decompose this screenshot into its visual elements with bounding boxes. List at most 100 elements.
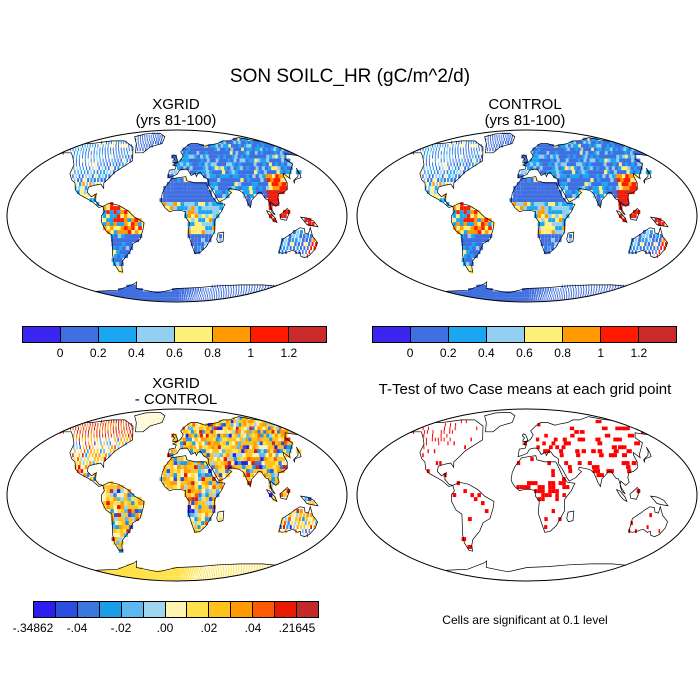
grid-cell: [96, 158, 98, 163]
grid-cell: [109, 497, 114, 502]
grid-cell: [589, 174, 594, 179]
grid-cell: [280, 521, 283, 526]
grid-cell: [69, 291, 78, 295]
grid-cell: [107, 445, 110, 450]
grid-cell: [93, 178, 96, 183]
grid-cell: [216, 453, 221, 458]
grid-cell: [102, 147, 104, 152]
grid-cell: [77, 457, 80, 462]
grid-cell: [613, 170, 619, 175]
grid-cell: [565, 170, 570, 175]
grid-cell: [116, 154, 118, 159]
colorbar-swatch: [23, 327, 61, 342]
grid-cell: [131, 513, 136, 518]
grid-cell: [118, 426, 120, 431]
grid-cell: [608, 288, 610, 292]
grid-cell: [279, 465, 284, 470]
grid-cell: [591, 170, 596, 175]
grid-cell: [278, 573, 280, 577]
grid-cell: [84, 423, 86, 427]
grid-cell: [234, 294, 236, 298]
grid-cell: [257, 170, 263, 175]
grid-cell: [243, 433, 249, 438]
grid-cell: [79, 430, 81, 434]
grid-cell: [569, 202, 573, 207]
grid-cell: [79, 294, 88, 298]
grid-cell: [620, 178, 625, 183]
grid-cell: [117, 230, 122, 235]
grid-cell: [565, 190, 569, 195]
grid-cell: [447, 162, 449, 167]
grid-cell: [193, 529, 197, 534]
grid-cell: [468, 246, 473, 251]
grid-cell: [127, 497, 131, 502]
grid-cell: [303, 254, 305, 259]
grid-cell: [477, 222, 482, 227]
grid-cell: [588, 291, 589, 295]
grid-cell: [500, 297, 505, 300]
grid-cell: [468, 258, 473, 263]
grid-cell: [215, 170, 220, 175]
grid-cell: [241, 288, 242, 292]
grid-cell: [125, 567, 131, 571]
grid-cell: [511, 134, 514, 138]
grid-cell: [466, 262, 471, 266]
grid-cell: [223, 140, 229, 145]
grid-cell: [142, 416, 144, 420]
grid-cell: [680, 254, 682, 259]
grid-cell: [572, 174, 577, 179]
grid-cell: [101, 430, 103, 434]
grid-cell: [249, 433, 255, 438]
grid-cell: [442, 297, 450, 300]
grid-cell: [254, 284, 256, 289]
grid-cell: [200, 297, 202, 300]
grid-cell: [94, 441, 96, 446]
grid-cell: [541, 158, 546, 163]
grid-cell: [219, 147, 225, 152]
grid-cell: [558, 194, 562, 199]
grid-cell: [568, 144, 573, 148]
grid-cell: [285, 453, 291, 458]
grid-cell: [231, 465, 236, 470]
grid-cell: [276, 288, 278, 292]
grid-cell: [563, 151, 568, 155]
grid-cell: [566, 294, 568, 298]
grid-cell: [197, 246, 201, 251]
grid-cell: [295, 238, 298, 243]
grid-cell: [118, 430, 120, 434]
grid-cell: [108, 140, 110, 145]
grid-cell: [568, 291, 570, 295]
grid-cell: [82, 174, 84, 179]
grid-cell: [262, 563, 264, 568]
grid-cell: [598, 294, 600, 298]
grid-cell: [170, 190, 174, 195]
grid-cell: [432, 430, 434, 434]
grid-cell: [547, 158, 552, 163]
grid-cell: [246, 297, 248, 300]
grid-cell: [179, 567, 182, 571]
grid-cell: [100, 449, 102, 454]
grid-cell: [131, 214, 135, 219]
grid-cell: [130, 299, 135, 302]
grid-cell: [593, 154, 599, 159]
grid-cell: [205, 234, 209, 239]
grid-cell: [470, 140, 472, 145]
grid-cell: [566, 297, 568, 300]
grid-cell: [124, 226, 128, 231]
grid-cell: [194, 226, 198, 231]
grid-cell: [187, 297, 190, 300]
grid-cell: [123, 250, 128, 255]
grid-cell: [205, 226, 209, 231]
grid-cell: [261, 182, 266, 187]
grid-cell: [492, 297, 497, 300]
grid-cell: [190, 473, 195, 478]
grid-cell: [131, 284, 136, 289]
grid-cell: [265, 453, 271, 458]
grid-cell: [276, 567, 278, 571]
grid-cell: [233, 284, 234, 289]
grid-cell: [634, 291, 636, 295]
grid-cell: [473, 288, 479, 292]
grid-cell: [77, 186, 81, 191]
grid-cell: [281, 461, 287, 466]
grid-cell: [289, 147, 297, 152]
